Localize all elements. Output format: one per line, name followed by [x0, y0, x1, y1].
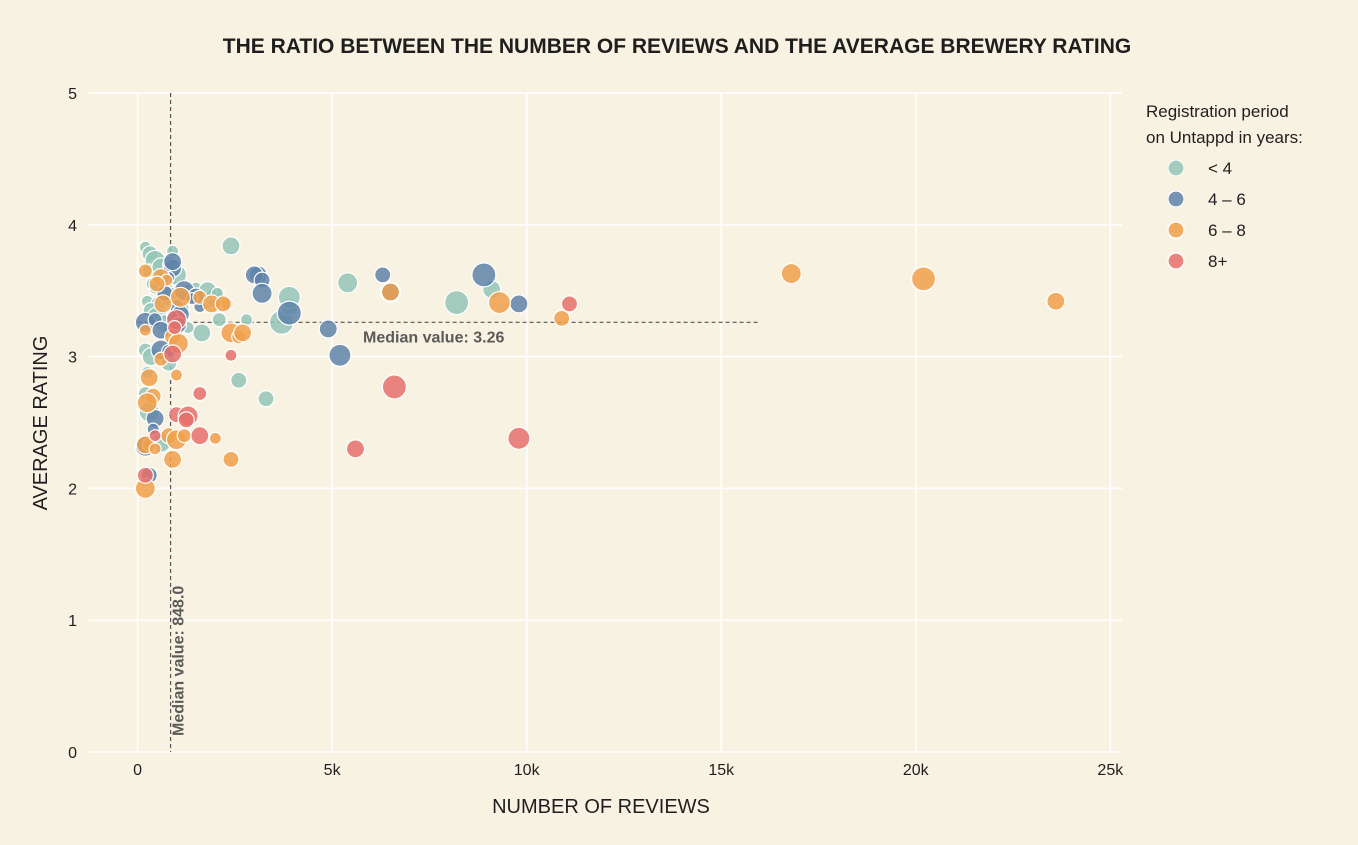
data-point — [487, 290, 512, 315]
x-tick-label: 15k — [708, 762, 735, 779]
legend-marker — [1167, 221, 1185, 239]
data-point — [166, 320, 183, 336]
y-tick-label: 5 — [68, 86, 77, 103]
data-point — [139, 368, 159, 388]
data-point — [1046, 291, 1066, 311]
data-point — [211, 312, 227, 328]
y-tick-label: 0 — [68, 745, 77, 762]
x-tick-label: 20k — [903, 762, 930, 779]
legend: Registration period on Untappd in years:… — [1146, 102, 1303, 271]
chart-title: THE RATIO BETWEEN THE NUMBER OF REVIEWS … — [223, 35, 1131, 58]
legend-title-line-2: on Untappd in years: — [1146, 128, 1303, 147]
data-point — [163, 344, 183, 364]
grid — [87, 92, 1122, 753]
data-point — [208, 431, 223, 445]
data-point — [163, 252, 183, 272]
data-point — [444, 289, 470, 316]
median-y-label: Median value: 3.26 — [363, 329, 504, 346]
data-point — [471, 262, 497, 288]
legend-label: 4 – 6 — [1208, 190, 1246, 209]
data-point — [507, 426, 531, 450]
legend-label: < 4 — [1208, 159, 1232, 178]
data-point — [230, 371, 248, 389]
data-point — [190, 426, 210, 446]
data-point — [276, 300, 302, 326]
data-point — [137, 263, 153, 279]
legend-marker — [1167, 190, 1185, 208]
y-axis-label: AVERAGE RATING — [30, 336, 52, 511]
data-point — [153, 294, 173, 314]
data-point — [148, 442, 162, 456]
data-point — [222, 450, 240, 469]
x-tick-label: 0 — [133, 762, 142, 779]
data-point — [136, 392, 158, 414]
x-tick-label: 10k — [514, 762, 541, 779]
data-point — [910, 266, 937, 292]
data-point — [328, 343, 352, 367]
data-points — [134, 236, 1066, 499]
data-point — [136, 466, 154, 484]
data-point — [192, 323, 212, 343]
median-x-label: Median value: 848.0 — [171, 586, 188, 736]
legend-title-line-1: Registration period — [1146, 102, 1289, 121]
y-tick-label: 3 — [68, 350, 77, 367]
data-point — [509, 294, 529, 314]
data-point — [163, 449, 183, 470]
data-point — [780, 262, 802, 285]
data-point — [176, 428, 192, 444]
data-point — [381, 374, 407, 400]
y-tick-label: 2 — [68, 481, 77, 498]
data-point — [214, 295, 232, 313]
data-point — [337, 272, 359, 294]
x-tick-label: 25k — [1097, 762, 1124, 779]
data-point — [233, 323, 253, 343]
data-point — [148, 275, 166, 293]
data-point — [138, 323, 152, 337]
data-point — [251, 282, 273, 304]
data-point — [177, 411, 195, 429]
data-point — [148, 429, 162, 443]
data-point — [345, 439, 366, 459]
x-axis-ticks: 0 5k 10k 15k 20k 25k — [133, 762, 1124, 779]
data-point — [192, 385, 208, 402]
legend-label: 6 – 8 — [1208, 221, 1246, 240]
data-point — [169, 286, 191, 308]
y-axis-ticks: 0 1 2 3 4 5 — [68, 86, 77, 762]
data-point — [224, 348, 238, 362]
data-point — [553, 309, 571, 327]
data-point — [257, 390, 275, 408]
y-tick-label: 4 — [68, 218, 77, 235]
data-point — [380, 282, 401, 302]
legend-label: 8+ — [1208, 252, 1227, 271]
data-point — [560, 295, 579, 313]
data-point — [374, 266, 392, 284]
x-axis-label: NUMBER OF REVIEWS — [492, 796, 710, 818]
x-tick-label: 5k — [324, 762, 342, 779]
median-lines: Median value: 848.0 Median value: 3.26 — [137, 93, 761, 752]
legend-marker — [1167, 252, 1185, 270]
legend-marker — [1167, 159, 1185, 177]
data-point — [318, 319, 338, 339]
data-point — [169, 368, 184, 382]
y-tick-label: 1 — [68, 613, 77, 630]
data-point — [221, 236, 241, 256]
